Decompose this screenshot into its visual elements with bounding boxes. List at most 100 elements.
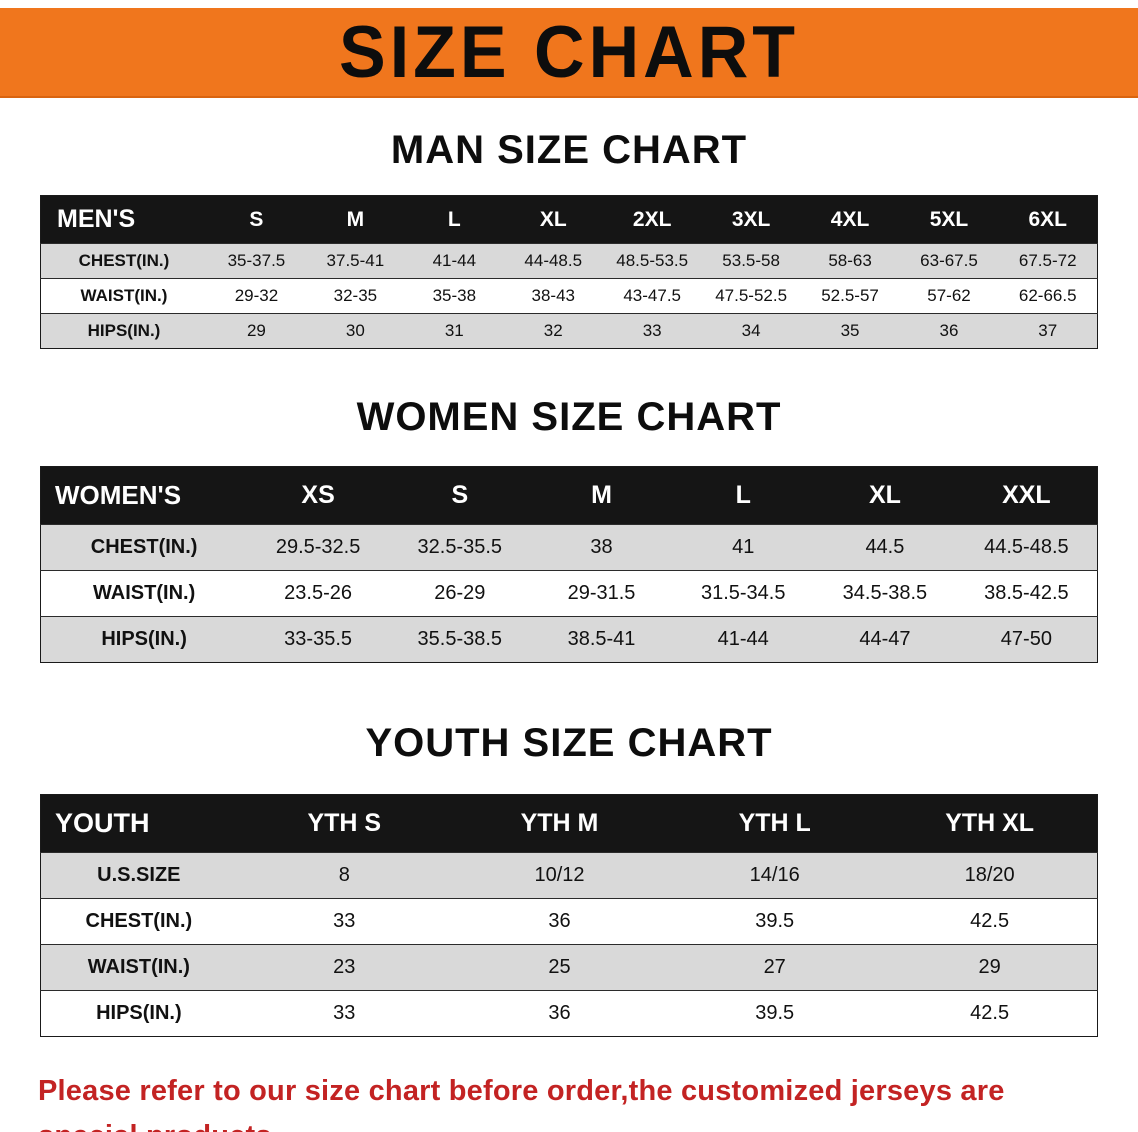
size-cell: 38-43: [531, 286, 575, 305]
size-cell: 33: [333, 910, 356, 932]
size-cell: 41-44: [432, 251, 477, 270]
size-cell: 67.5-72: [1018, 251, 1077, 270]
row-label: HIPS(IN.): [87, 321, 161, 340]
size-cell: 34: [741, 321, 761, 340]
size-cell: 25: [548, 956, 571, 978]
size-cell: 47.5-52.5: [715, 286, 788, 305]
women-section-heading: WOMEN SIZE CHART: [356, 395, 782, 439]
table-corner-label: MEN'S: [40, 195, 207, 244]
size-cell: 36: [939, 321, 959, 340]
size-cell: 42.5: [970, 910, 1010, 932]
size-cell: 35: [840, 321, 860, 340]
banner-title: SIZE CHART: [339, 11, 799, 93]
size-cell: 8: [338, 864, 350, 886]
size-cell: 63-67.5: [920, 251, 978, 270]
women-size-section: WOMEN SIZE CHART WOMEN'S XS S M L XL XXL CHEST(…: [0, 395, 1138, 663]
size-column-header: S: [206, 195, 306, 244]
size-cell: 35-37.5: [227, 251, 286, 270]
table-row: HIPS(IN.) 33-35.5 35.5-38.5 38.5-41 41-44 44-…: [40, 616, 1098, 663]
size-cell: 48.5-53.5: [616, 251, 689, 270]
size-cell: 32-35: [333, 286, 378, 305]
man-section-heading: MAN SIZE CHART: [390, 128, 748, 172]
row-label: WAIST(IN.): [93, 582, 196, 604]
row-label: WAIST(IN.): [87, 956, 190, 978]
table-row: CHEST(IN.) 29.5-32.5 32.5-35.5 38 41 44.5 44.5…: [40, 524, 1098, 571]
row-label: HIPS(IN.): [96, 1002, 182, 1024]
size-column-header: S: [388, 466, 531, 525]
size-column-header: YTH S: [236, 794, 452, 853]
youth-size-table: YOUTH YTH S YTH M YTH L YTH XL U.S.SIZE 8 10/12…: [40, 794, 1098, 1037]
row-label: HIPS(IN.): [101, 628, 187, 650]
table-header-row: MEN'S S M L XL 2XL 3XL 4XL 5XL 6XL: [40, 195, 1098, 244]
table-row: WAIST(IN.) 29-32 32-35 35-38 38-43 43-47.5 47.…: [40, 278, 1098, 314]
size-cell: 33: [333, 1002, 356, 1024]
row-label: WAIST(IN.): [80, 286, 168, 305]
table-row: WAIST(IN.) 23.5-26 26-29 29-31.5 31.5-34.5 34…: [40, 570, 1098, 617]
size-cell: 41-44: [717, 628, 769, 650]
disclaimer-line-1: Please refer to our size chart before or…: [38, 1075, 1005, 1132]
size-cell: 44.5: [865, 536, 905, 558]
size-cell: 47-50: [1000, 628, 1052, 650]
size-cell: 33: [642, 321, 662, 340]
men-table-wrapper: MEN'S S M L XL 2XL 3XL 4XL 5XL 6XL CHEST(IN.) 35-37…: [0, 195, 1138, 349]
table-row: CHEST(IN.) 35-37.5 37.5-41 41-44 44-48.5 48.5…: [40, 243, 1098, 279]
size-cell: 44-47: [859, 628, 911, 650]
table-row: HIPS(IN.) 33 36 39.5 42.5: [40, 990, 1098, 1037]
men-size-table: MEN'S S M L XL 2XL 3XL 4XL 5XL 6XL CHEST(IN.) 35-37…: [40, 195, 1098, 349]
size-cell: 29-32: [234, 286, 279, 305]
size-cell: 36: [548, 910, 571, 932]
row-label: CHEST(IN.): [78, 251, 170, 270]
size-column-header: 5XL: [899, 195, 999, 244]
size-column-header: YTH M: [451, 794, 668, 853]
size-cell: 44.5-48.5: [984, 536, 1069, 558]
size-column-header: XS: [247, 466, 389, 525]
table-row: CHEST(IN.) 33 36 39.5 42.5: [40, 898, 1098, 945]
table-row: HIPS(IN.) 29 30 31 32 33 34 35 36 37: [40, 313, 1098, 349]
size-cell: 29: [246, 321, 266, 340]
size-column-header: XXL: [955, 466, 1098, 525]
women-size-table: WOMEN'S XS S M L XL XXL CHEST(IN.) 29.5-32.5 32.5…: [40, 466, 1098, 663]
youth-table-wrapper: YOUTH YTH S YTH M YTH L YTH XL U.S.SIZE 8 10/12…: [0, 794, 1138, 1037]
size-cell: 32.5-35.5: [417, 536, 503, 558]
size-cell: 36: [548, 1002, 571, 1024]
order-disclaimer: Please refer to our size chart before or…: [0, 1069, 1138, 1132]
size-column-header: L: [672, 466, 815, 525]
size-column-header: M: [305, 195, 405, 244]
table-row: U.S.SIZE 8 10/12 14/16 18/20: [40, 852, 1098, 899]
size-cell: 32: [543, 321, 563, 340]
size-column-header: 3XL: [701, 195, 801, 244]
size-cell: 38.5-42.5: [984, 582, 1069, 604]
size-cell: 23.5-26: [284, 582, 353, 604]
size-cell: 37.5-41: [326, 251, 385, 270]
table-corner-label: YOUTH: [40, 794, 237, 853]
size-column-header: 4XL: [800, 195, 900, 244]
size-column-header: L: [404, 195, 504, 244]
youth-section-heading: YOUTH SIZE CHART: [365, 721, 773, 765]
table-header-row: YOUTH YTH S YTH M YTH L YTH XL: [40, 794, 1098, 853]
size-cell: 26-29: [434, 582, 486, 604]
size-column-header: XL: [814, 466, 956, 525]
size-cell: 33-35.5: [284, 628, 353, 650]
size-cell: 37: [1038, 321, 1058, 340]
size-cell: 23: [333, 956, 356, 978]
size-cell: 38: [590, 536, 613, 558]
youth-size-section: YOUTH SIZE CHART YOUTH YTH S YTH M YTH L YTH…: [0, 721, 1138, 1037]
size-column-header: 6XL: [998, 195, 1098, 244]
size-cell: 41: [732, 536, 755, 558]
size-cell: 42.5: [970, 1002, 1010, 1024]
table-header-row: WOMEN'S XS S M L XL XXL: [40, 466, 1098, 525]
women-table-wrapper: WOMEN'S XS S M L XL XXL CHEST(IN.) 29.5-32.5 32.5…: [0, 466, 1138, 663]
size-cell: 39.5: [755, 1002, 795, 1024]
size-cell: 53.5-58: [722, 251, 780, 270]
size-column-header: XL: [503, 195, 603, 244]
table-row: WAIST(IN.) 23 25 27 29: [40, 944, 1098, 991]
size-cell: 29.5-32.5: [275, 536, 361, 558]
table-corner-label: WOMEN'S: [40, 466, 248, 525]
size-cell: 58-63: [828, 251, 872, 270]
size-column-header: YTH XL: [882, 794, 1098, 853]
size-cell: 35.5-38.5: [417, 628, 503, 650]
size-column-header: YTH L: [667, 794, 883, 853]
size-cell: 18/20: [964, 864, 1015, 886]
size-cell: 31: [444, 321, 464, 340]
size-cell: 29: [978, 956, 1001, 978]
